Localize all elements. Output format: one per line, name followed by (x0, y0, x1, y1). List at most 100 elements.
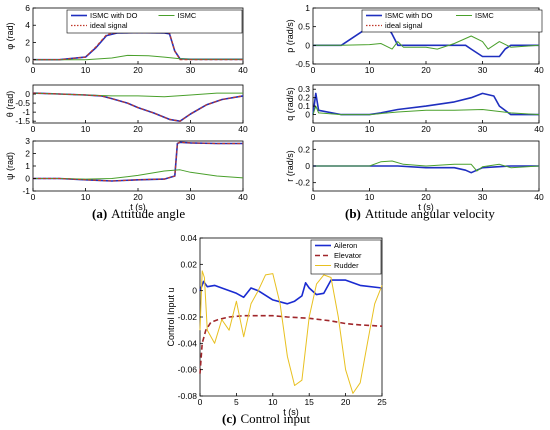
x-tick-label: 20 (421, 192, 431, 202)
y-tick-label: -0.5 (15, 98, 30, 108)
x-tick-label: 25 (377, 397, 387, 407)
legend-box (361, 9, 543, 33)
series-line-ismc-with-do (312, 92, 539, 116)
legend-label: ideal signal (385, 21, 423, 30)
x-tick-label: 40 (238, 65, 248, 75)
caption-c-text: Control input (240, 411, 310, 426)
caption-b-text: Attitude angular velocity (365, 206, 495, 221)
x-tick-label: 10 (365, 192, 375, 202)
y-tick-label: 0 (25, 89, 30, 99)
caption-a-tag: (a) (92, 206, 107, 221)
axes-frame (32, 84, 244, 124)
y-tick-label: 0.5 (298, 22, 310, 32)
x-tick-label: 40 (534, 124, 544, 134)
y-axis-label: q (rad/s) (285, 87, 295, 121)
chart-a-panel-2: 0 10 20 30 400-0.5-1-1.5θ (rad) (5, 84, 248, 134)
x-tick-label: 40 (534, 192, 544, 202)
x-tick-label: 30 (186, 192, 196, 202)
series-line-ideal-signal (32, 92, 244, 122)
y-tick-label: 0.2 (298, 93, 310, 103)
x-tick-label: 0 (198, 397, 203, 407)
series-line-ismc (33, 169, 244, 180)
legend-label: Aileron (334, 241, 357, 250)
y-tick-label: 1 (305, 3, 310, 13)
legend-a: ISMC with DO ISMC ideal signal (66, 9, 243, 34)
caption-a: (a) Attitude angle (92, 206, 185, 221)
series-line-ideal-signal (33, 31, 243, 61)
x-tick-label: 20 (421, 65, 431, 75)
x-tick-label: 10 (81, 65, 91, 75)
y-axis-label: ψ (rad) (5, 152, 15, 180)
series-line-ismc (313, 160, 540, 172)
x-axis-label: t (s) (418, 202, 434, 212)
x-tick-label: 30 (478, 124, 488, 134)
y-tick-label: -0.02 (178, 312, 198, 322)
caption-c-tag: (c) (222, 411, 236, 426)
chart-b-panel-3: 0 10 20 30 40-0.200.2r (rad/s)t (s) (285, 140, 544, 212)
axes-frame (312, 84, 540, 124)
x-tick-label: 20 (133, 65, 143, 75)
x-tick-label: 10 (365, 65, 375, 75)
y-tick-label: -0.5 (295, 59, 310, 69)
series-line-ismc (312, 105, 540, 116)
y-tick-label: 0 (25, 174, 30, 184)
y-tick-label: 0.1 (298, 101, 310, 111)
x-axis-label: t (s) (130, 202, 146, 212)
y-tick-label: 0.2 (298, 144, 310, 154)
y-tick-label: 0.3 (298, 84, 310, 94)
x-tick-label: 40 (534, 65, 544, 75)
series-line-elevator (199, 314, 383, 374)
x-tick-label: 30 (478, 192, 488, 202)
caption-c: (c) Control input (222, 411, 311, 426)
legend-box (66, 9, 243, 34)
x-tick-label: 40 (238, 192, 248, 202)
y-axis-label: p (rad/s) (285, 19, 295, 53)
legend-label: ideal signal (90, 21, 128, 30)
legend-label: ISMC with DO (385, 11, 433, 20)
axes-frame (32, 140, 244, 192)
series-line-aileron (199, 279, 383, 305)
x-tick-label: 20 (133, 192, 143, 202)
chart-a-panel-1: 0 10 20 30 40 0 2 4 6 φ (rad) ISMC with DO ISMC idea… (5, 3, 248, 75)
legend-label: ISMC (178, 11, 197, 20)
caption-b: (b) Attitude angular velocity (345, 206, 495, 221)
y-tick-label: 4 (25, 20, 30, 30)
legend-label: Elevator (334, 251, 362, 260)
y-tick-label: -0.08 (178, 391, 198, 401)
x-tick-label: 10 (365, 124, 375, 134)
x-tick-label: 0 (311, 124, 316, 134)
y-axis-label: Control Input u (166, 287, 176, 346)
y-tick-label: 0 (192, 286, 197, 296)
y-tick-label: 0.04 (180, 233, 197, 243)
y-tick-label: -1 (22, 107, 30, 117)
y-tick-label: -1 (22, 186, 30, 196)
x-tick-label: 30 (186, 124, 196, 134)
y-tick-label: 0 (25, 55, 30, 65)
x-tick-label: 0 (311, 192, 316, 202)
series-line-ideal-signal (33, 141, 243, 182)
y-tick-label: 2 (25, 37, 30, 47)
x-tick-label: 15 (304, 397, 314, 407)
x-tick-label: 10 (268, 397, 278, 407)
x-tick-label: 10 (81, 192, 91, 202)
series-line-ismc (33, 54, 243, 61)
y-tick-label: 3 (25, 136, 30, 146)
x-tick-label: 30 (478, 65, 488, 75)
caption-a-text: Attitude angle (111, 206, 185, 221)
series-line-rudder (199, 270, 383, 394)
y-axis-label: φ (rad) (5, 22, 15, 49)
x-tick-label: 20 (421, 124, 431, 134)
y-axis-label: r (rad/s) (285, 150, 295, 182)
y-tick-label: 0 (305, 110, 310, 120)
y-tick-label: -0.2 (295, 178, 310, 188)
x-axis-label: t (s) (283, 407, 299, 417)
x-tick-label: 30 (186, 65, 196, 75)
x-tick-label: 0 (31, 192, 36, 202)
x-tick-label: 0 (31, 65, 36, 75)
x-tick-label: 0 (311, 65, 316, 75)
